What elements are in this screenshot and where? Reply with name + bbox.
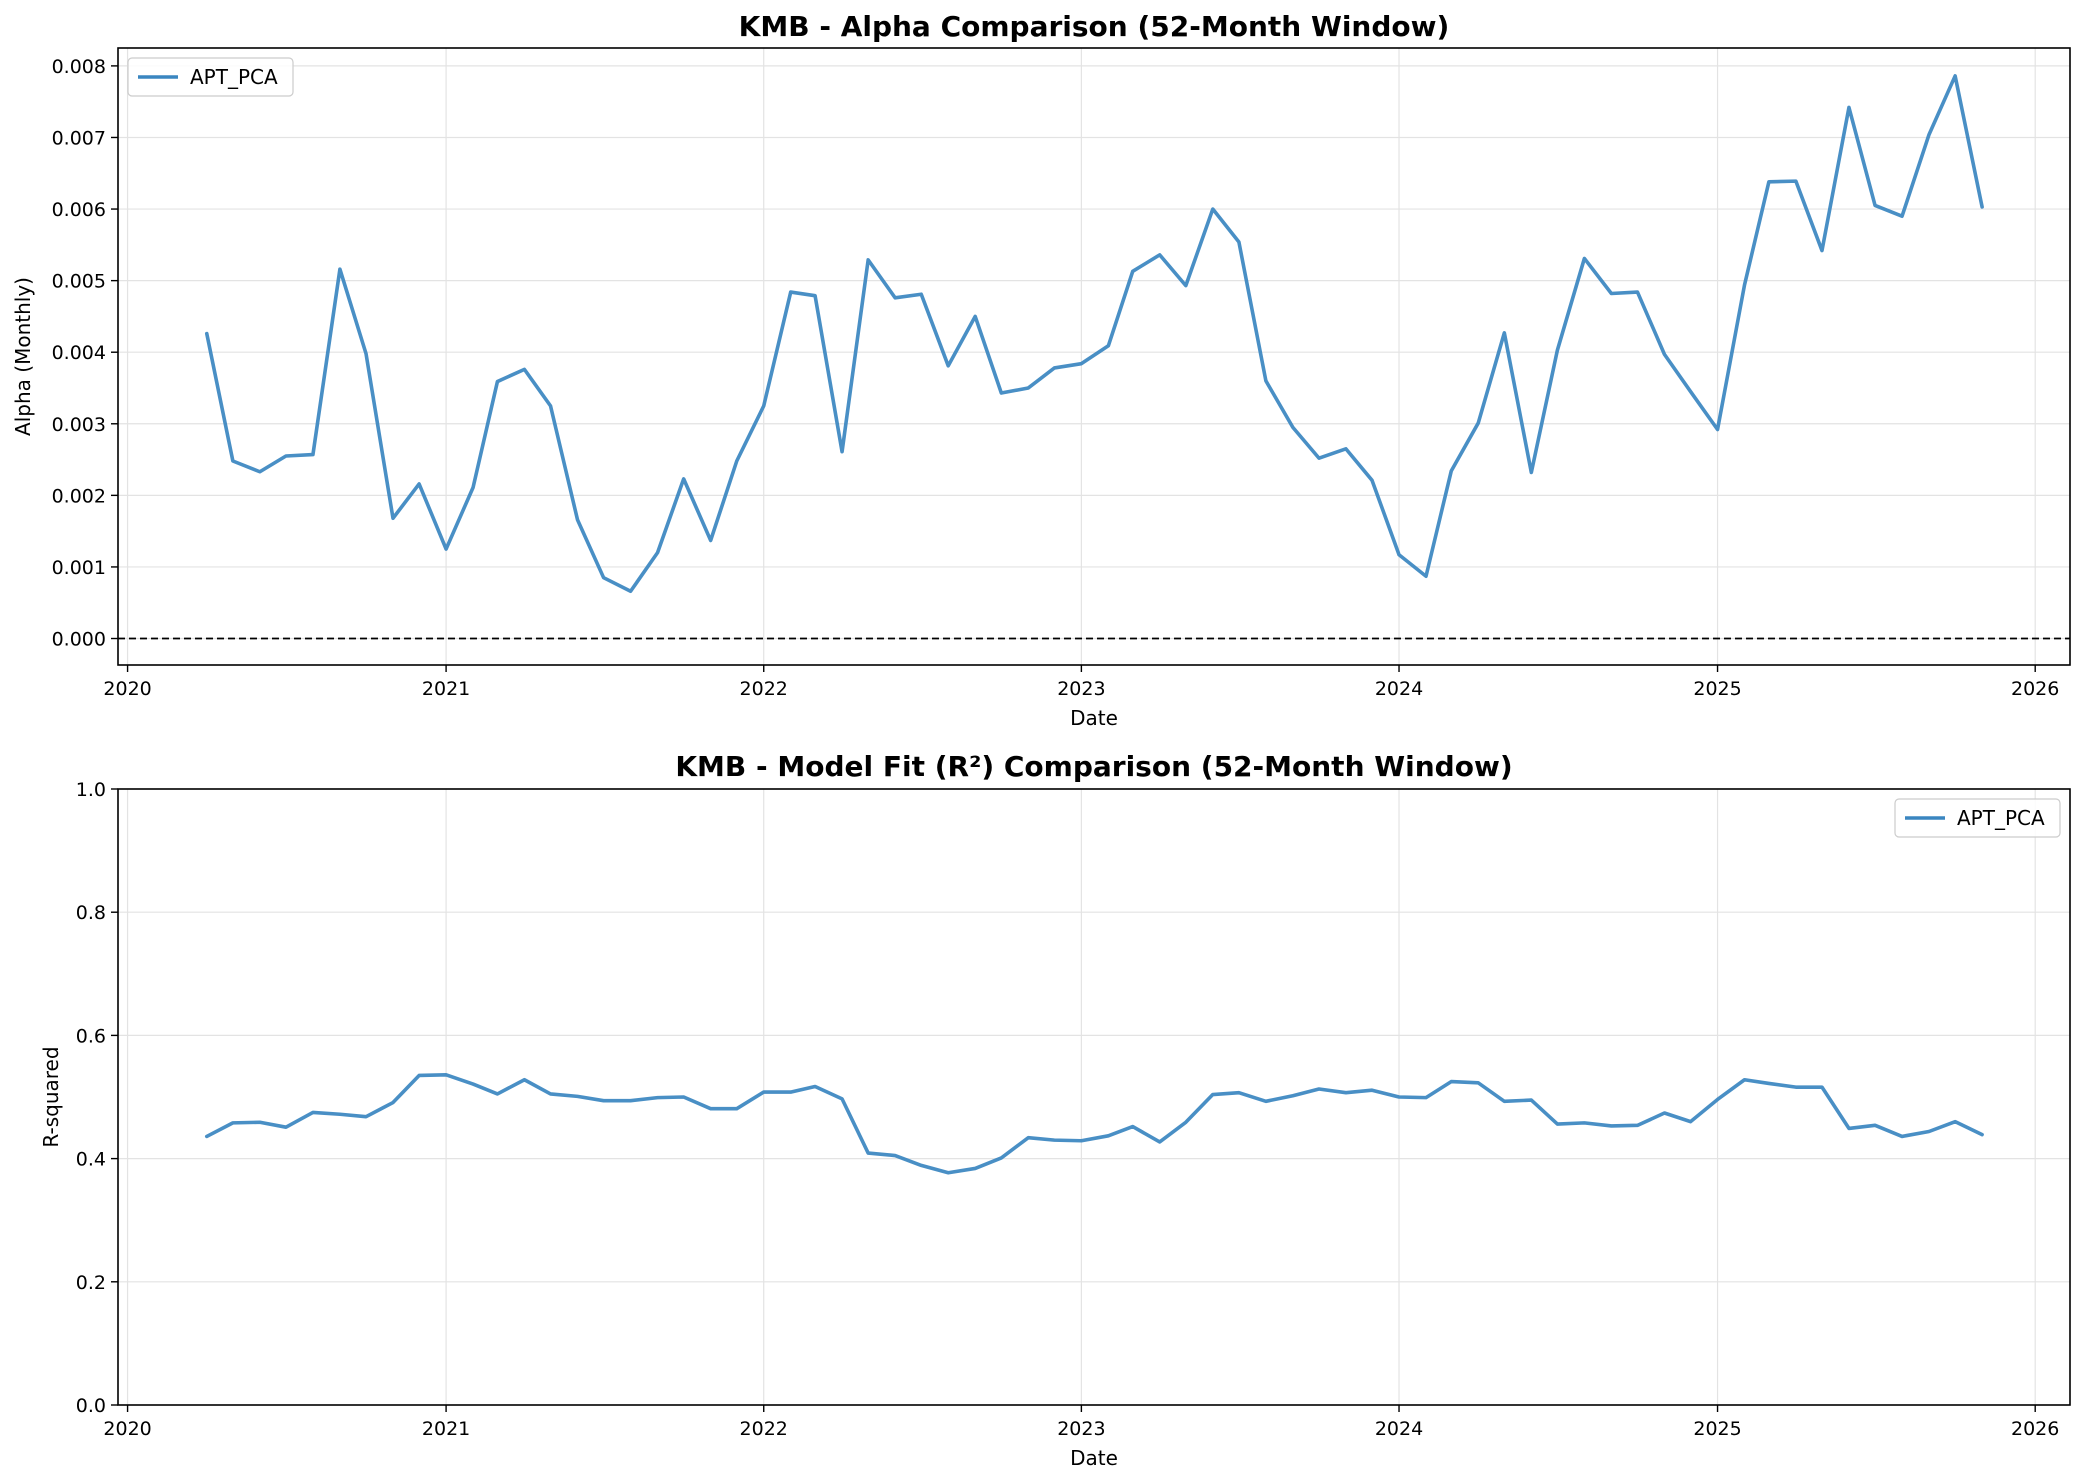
x-tick-label: 2026 — [2011, 1418, 2059, 1440]
y-axis: 0.000 0.001 0.002 0.003 0.004 0.005 0.006 0.007… — [52, 56, 118, 651]
x-tick-label: 2023 — [1057, 1418, 1105, 1440]
x-tick-label: 2026 — [2011, 678, 2059, 700]
y-tick-label: 0.008 — [52, 56, 106, 78]
grid-lines — [118, 48, 2070, 665]
y-tick-label: 0.002 — [52, 485, 106, 507]
y-tick-label: 0.006 — [52, 199, 106, 221]
x-tick-label: 2023 — [1057, 678, 1105, 700]
x-tick-label: 2022 — [740, 1418, 788, 1440]
series-line-apt-pca — [204, 74, 1984, 594]
plot-area-frame — [117, 788, 2071, 1406]
x-axis: 2020 2021 2022 2023 2024 2025 2026 — [103, 665, 2059, 700]
y-tick-label: 0.001 — [52, 557, 106, 579]
x-tick-label: 2021 — [422, 678, 470, 700]
x-tick-label: 2022 — [740, 678, 788, 700]
y-axis-label: R-squared — [39, 1046, 63, 1147]
legend-box — [1894, 798, 2061, 838]
x-tick-label: 2020 — [103, 678, 151, 700]
x-axis: 2020 2021 2022 2023 2024 2025 2026 — [103, 1405, 2059, 1440]
y-axis: 0.0 0.2 0.4 0.6 0.8 1.0 — [76, 779, 118, 1417]
x-tick-label: 2021 — [422, 1418, 470, 1440]
y-tick-label: 1.0 — [76, 779, 106, 801]
plot-area-frame — [117, 47, 2071, 666]
x-axis-label: Date — [1070, 1446, 1118, 1470]
y-tick-label: 0.2 — [76, 1272, 106, 1294]
legend: APT_PCA — [127, 57, 294, 97]
y-tick-label: 0.8 — [76, 902, 106, 924]
x-tick-label: 2025 — [1693, 678, 1741, 700]
y-tick-label: 0.004 — [52, 342, 106, 364]
x-tick-label: 2025 — [1693, 1418, 1741, 1440]
legend-box — [127, 57, 294, 97]
legend-label: APT_PCA — [1957, 806, 2045, 830]
legend: APT_PCA — [1894, 798, 2061, 838]
chart-panels: 0.000 0.001 0.002 0.003 0.004 0.005 0.006 0.007… — [11, 10, 2071, 1470]
x-tick-label: 2024 — [1375, 1418, 1423, 1440]
y-tick-label: 0.007 — [52, 127, 106, 149]
y-axis-label: Alpha (Monthly) — [11, 277, 35, 436]
y-tick-label: 0.4 — [76, 1149, 106, 1171]
y-tick-label: 0.003 — [52, 414, 106, 436]
chart-title: KMB - Alpha Comparison (52-Month Window) — [739, 10, 1450, 43]
chart-title: KMB - Model Fit (R²) Comparison (52-Mont… — [675, 750, 1512, 783]
y-tick-label: 0.000 — [52, 629, 106, 651]
y-tick-label: 0.005 — [52, 271, 106, 293]
legend-label: APT_PCA — [190, 65, 278, 89]
x-tick-label: 2024 — [1375, 678, 1423, 700]
series-line-apt-pca — [204, 1073, 1984, 1175]
chart-panel-1: 0.000 0.001 0.002 0.003 0.004 0.005 0.006 0.007… — [11, 10, 2071, 730]
x-tick-label: 2020 — [103, 1418, 151, 1440]
y-tick-label: 0.6 — [76, 1025, 106, 1047]
x-axis-label: Date — [1070, 706, 1118, 730]
y-tick-label: 0.0 — [76, 1395, 106, 1417]
